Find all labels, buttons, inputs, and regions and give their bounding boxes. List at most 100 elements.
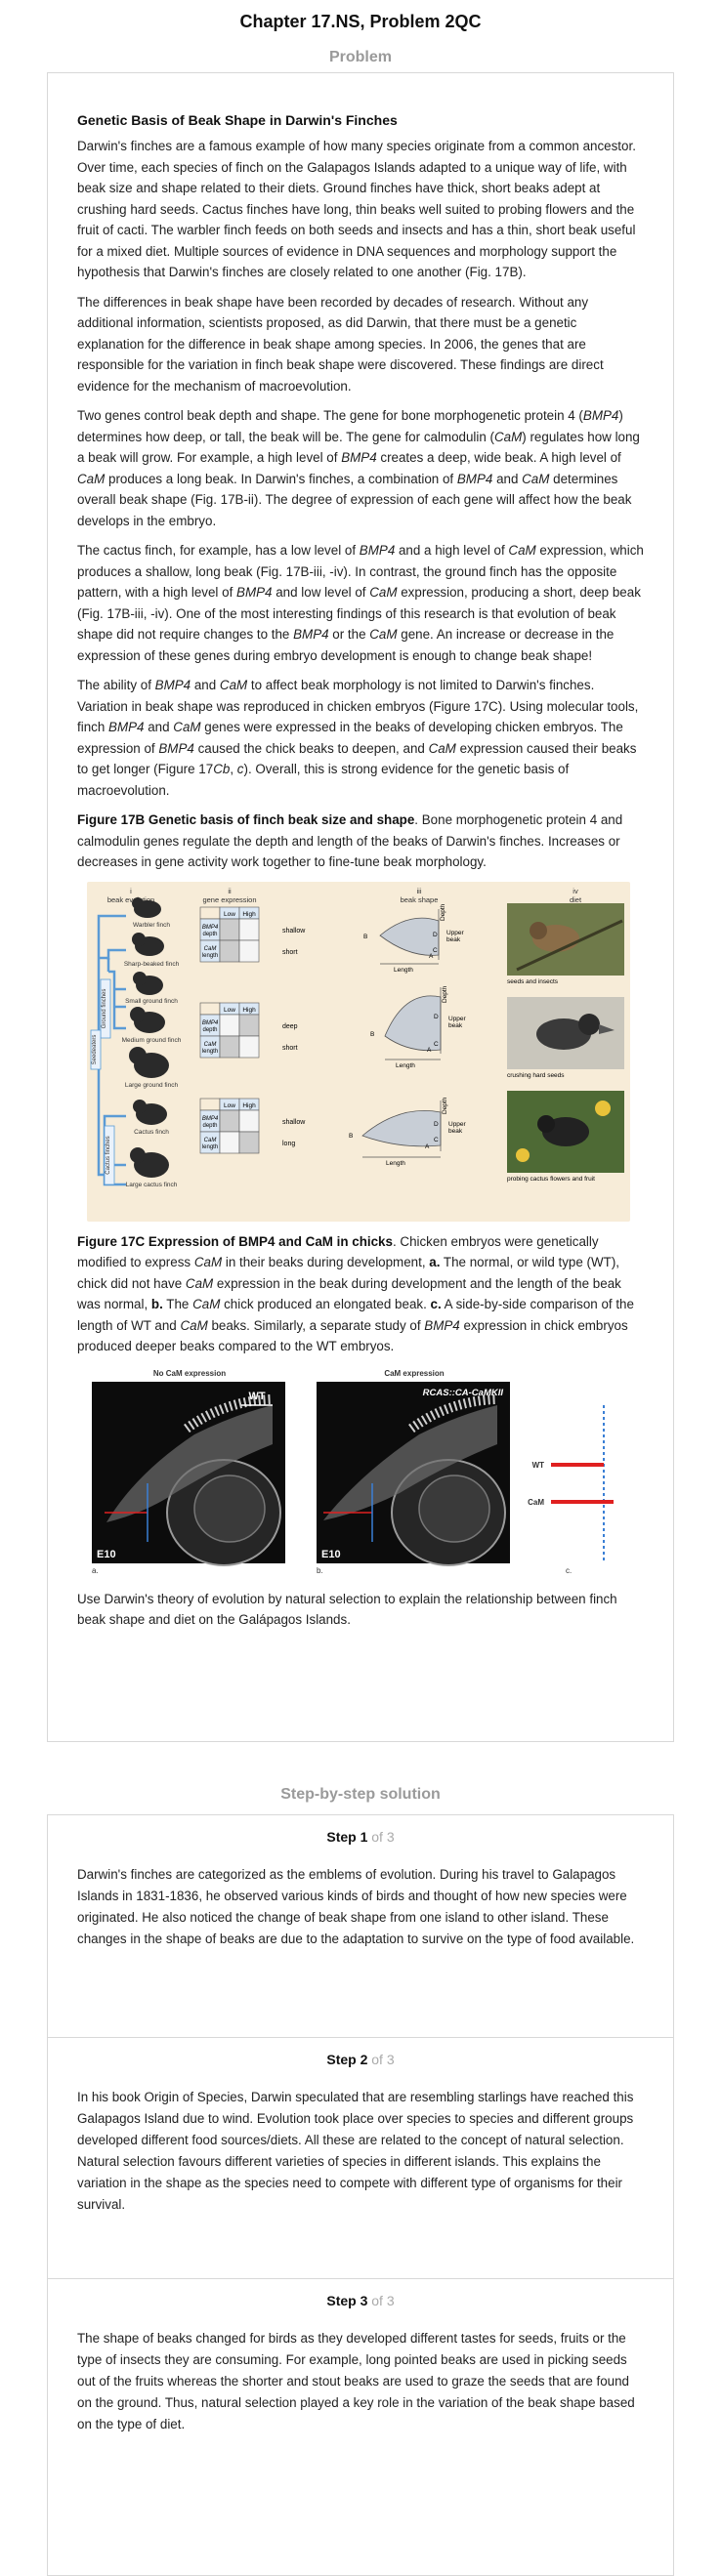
gene-name: CaM — [522, 471, 550, 486]
table-cell — [219, 918, 240, 940]
gene-table-row-2: Low High BMP4 depth CaM length deep shor… — [199, 1002, 298, 1058]
step-1: Step 1 of 3 Darwin's finches are categor… — [48, 1815, 673, 2038]
step-3: Step 3 of 3 The shape of beaks changed f… — [48, 2279, 673, 2572]
col-label-iii: beak shape — [401, 895, 439, 904]
beak-diagram-2: Depth Length Upper beak B D C A — [370, 985, 467, 1069]
table-row-cam: CaM — [204, 1042, 217, 1048]
branch — [516, 919, 623, 971]
step-title: Step 2 of 3 — [77, 2038, 644, 2087]
finch-icon — [130, 1146, 146, 1163]
text-run: expression, producing a short, deep beak… — [77, 585, 641, 642]
gene-name: CaM — [173, 720, 201, 734]
solution-heading: Step-by-step solution — [280, 1786, 441, 1803]
gene-name: BMP4 — [108, 720, 145, 734]
table-row-bmp4: BMP4 — [202, 925, 219, 931]
col-label-i: beak evolution — [107, 895, 154, 904]
gene-name: CaM — [369, 627, 398, 642]
text-run: expression caused their beaks to get lon… — [77, 740, 637, 777]
text-run: expression in the beak during developmen… — [77, 1275, 621, 1312]
step-text: The shape of beaks changed for birds as … — [77, 2331, 635, 2431]
beak-label: beak — [446, 936, 461, 943]
text-run: expression, which produces a shallow, lo… — [77, 543, 644, 600]
step-title: Step 1 of 3 — [77, 1815, 644, 1864]
finch-label-large-ground: Large ground finch — [125, 1082, 179, 1089]
table-row-depth: depth — [202, 1027, 217, 1033]
upper-label: Upper — [448, 1016, 467, 1022]
col-label-ii: gene expression — [202, 895, 256, 904]
shape-label-depth: shallow — [282, 1119, 306, 1126]
text-run: beaks. Similarly, a separate study of — [207, 1317, 425, 1333]
figure-17c-caption: Figure 17C Expression of BMP4 and CaM in… — [77, 1231, 644, 1357]
gene-name: BMP4 — [236, 585, 273, 600]
beak-label: beak — [448, 1022, 463, 1029]
point-c: C — [434, 1137, 439, 1143]
legend-wt: WT — [532, 1461, 545, 1470]
step-2: Step 2 of 3 In his book Origin of Specie… — [48, 2038, 673, 2279]
text-run: determines overall beak shape (Fig. 17B-… — [77, 471, 632, 528]
beak-diagram-3: Depth Length Upper beak B D C A — [349, 1097, 467, 1167]
figure-17c-graphic: No CaM expression CaM expression WT E10 — [92, 1369, 614, 1575]
table-row-bmp4: BMP4 — [202, 1116, 219, 1122]
beak-diagram-1: Depth Length Upper beak B D C A — [363, 903, 465, 974]
finch-in-photo — [536, 1018, 591, 1050]
table-col-low: Low — [224, 1007, 235, 1014]
depth-label: Depth — [440, 903, 446, 921]
text-run: The cactus finch, for example, has a low… — [77, 543, 360, 558]
table-cell — [238, 1131, 260, 1153]
text-run: and — [144, 720, 174, 734]
table-col-high: High — [242, 1007, 256, 1014]
panel-b-label: b. — [317, 1566, 323, 1575]
group-label-seedeaters: Seedeaters — [92, 1034, 98, 1064]
diet-label: seeds and insects — [507, 978, 559, 985]
problem-paragraph-5: The ability of BMP4 and CaM to affect be… — [77, 675, 644, 801]
problem-question: Use Darwin's theory of evolution by natu… — [77, 1591, 617, 1628]
length-label: Length — [394, 967, 413, 974]
gene-table-row-1: Low High BMP4 depth CaM length shallow s… — [199, 906, 306, 962]
finch-icon — [132, 932, 146, 946]
finch-label-large-cactus: Large cactus finch — [126, 1182, 178, 1188]
cactus-flower — [595, 1100, 611, 1116]
group-box-seedeaters — [90, 1029, 102, 1069]
beak-shape — [379, 917, 440, 956]
step-title: Step 3 of 3 — [77, 2279, 644, 2328]
gene-name: CaM — [219, 678, 248, 692]
text-run: caused the chick beaks to deepen, and — [193, 740, 429, 756]
head-tissue — [323, 1404, 497, 1520]
table-col-low: Low — [224, 1102, 235, 1109]
point-b: B — [363, 934, 367, 940]
gene-name: BMP4 — [158, 740, 194, 756]
caption-title: Figure 17B Genetic basis of finch beak s… — [77, 812, 415, 827]
gene-name: CaM — [428, 740, 456, 756]
figure-ref: Cb — [213, 762, 231, 776]
finch-icon — [130, 1006, 146, 1022]
finch-label-small-ground: Small ground finch — [125, 998, 178, 1005]
text-run: ) regulates how long a beak will grow. F… — [77, 429, 640, 466]
table-col-high: High — [242, 1102, 256, 1109]
gene-name: CaM — [180, 1317, 208, 1333]
text-run: Two genes control beak depth and shape. … — [77, 408, 583, 423]
diet-photo-1 — [507, 902, 624, 976]
text-run: gene. An increase or decrease in the exp… — [77, 627, 615, 663]
shape-label-depth: shallow — [282, 928, 306, 935]
finch-label-sharp-beaked: Sharp-beaked finch — [124, 961, 180, 968]
gene-name: CaM — [193, 1255, 223, 1269]
table-row-length: length — [202, 953, 218, 959]
shape-label-depth: deep — [282, 1023, 298, 1030]
gene-name: CaM — [77, 471, 106, 486]
panel-c-label: c. — [566, 1566, 572, 1575]
text-run: A side-by-side comparison of the length … — [77, 1297, 634, 1333]
chick-embryo-wt-image: WT E10 — [92, 1381, 285, 1566]
upper-label: Upper — [448, 1121, 467, 1128]
point-a: A — [429, 953, 434, 960]
text-run: and a high level of — [395, 543, 509, 558]
text-run: , — [230, 762, 237, 776]
text-run: and — [492, 471, 523, 486]
table-cell — [219, 1014, 240, 1036]
beak-label: beak — [448, 1128, 463, 1135]
figure-17b-caption: Figure 17B Genetic basis of finch beak s… — [77, 810, 644, 873]
text-run: and low level of — [272, 585, 370, 600]
col-num-i: i — [130, 887, 132, 895]
point-b: B — [370, 1031, 374, 1038]
text-run: creates a deep, wide beak. A high level … — [376, 450, 621, 465]
problem-title: Genetic Basis of Beak Shape in Darwin's … — [77, 112, 398, 128]
